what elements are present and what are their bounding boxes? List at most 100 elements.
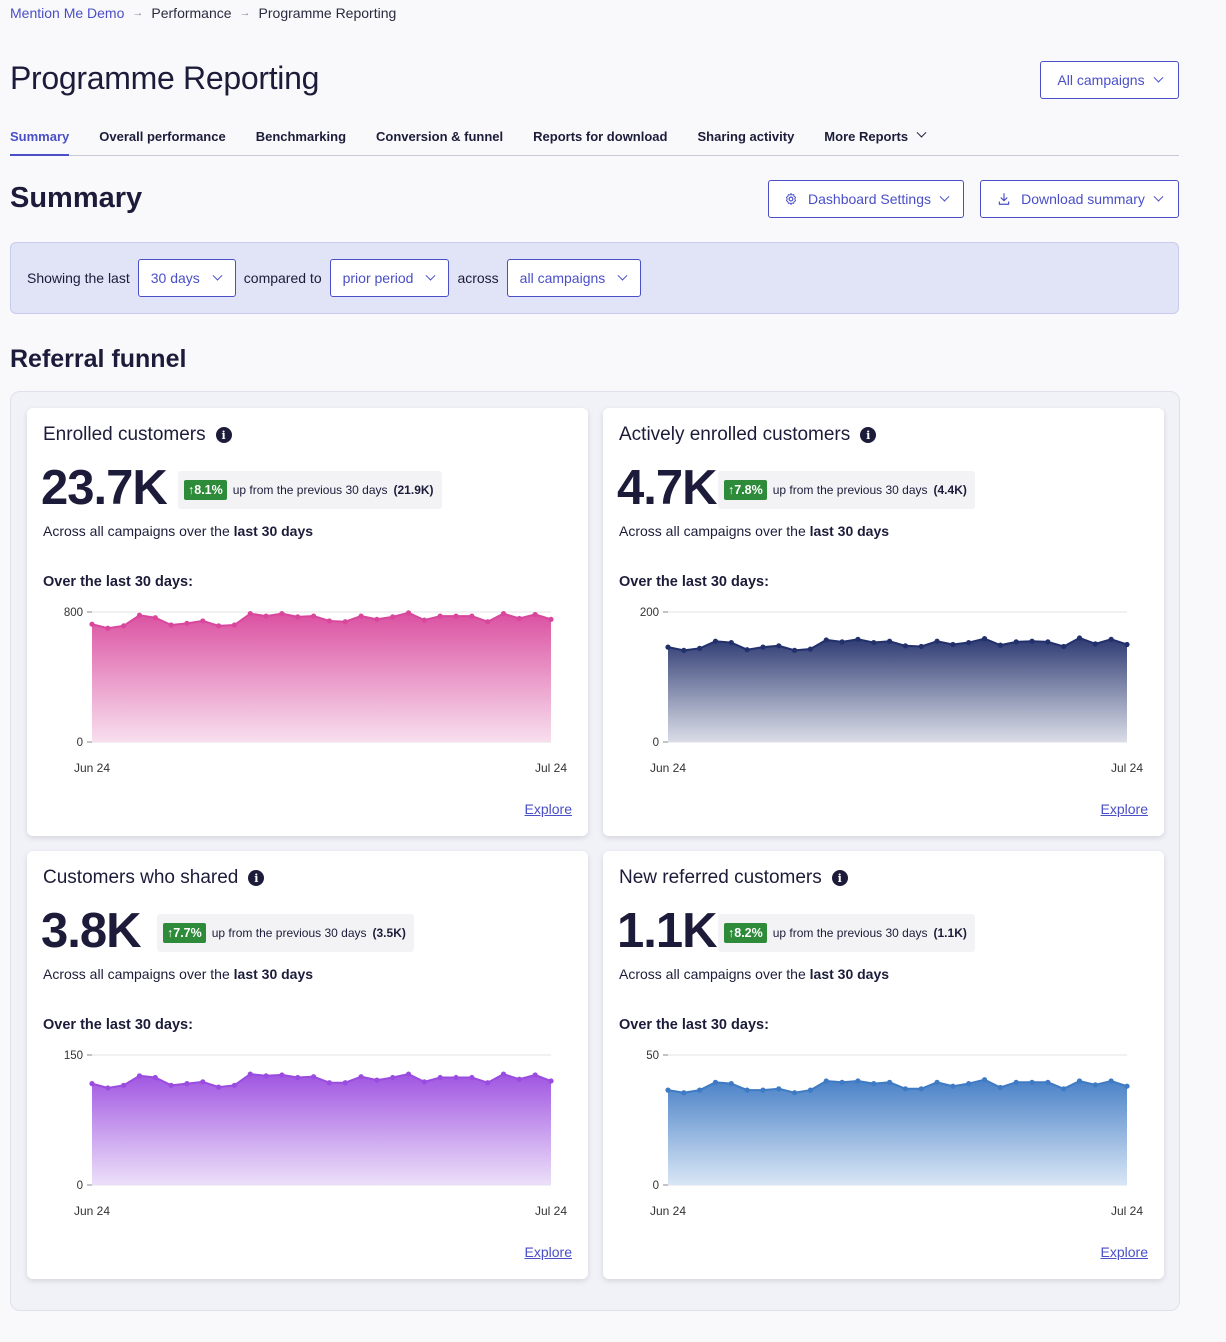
delta-value: 7.8% [734,483,763,497]
info-icon[interactable]: i [860,427,877,443]
data-point [1092,641,1098,647]
data-point [697,645,703,651]
data-point [279,611,285,617]
y-tick-label: 200 [640,607,659,619]
period-select[interactable]: 30 days [137,259,236,297]
page-title: Programme Reporting [10,60,320,96]
data-point [712,1079,719,1085]
data-point [326,618,333,624]
data-point [1061,643,1067,650]
data-point [374,1077,380,1083]
explore-link[interactable]: Explore [1100,801,1148,817]
x-tick-label: Jul 24 [535,1204,567,1218]
data-point [712,638,719,644]
delta-previous-value: (4.4K) [933,483,967,497]
data-point [516,1076,522,1082]
series-area [92,1074,551,1185]
campaigns-select[interactable]: all campaigns [506,259,642,297]
period-select-value: 30 days [150,270,200,286]
metric-card-shared: Customers who shared i 3.8K ↑7.7% up fro… [27,851,588,1279]
data-point [918,1086,924,1092]
metric-value: 23.7K [41,461,168,515]
tab-benchmarking[interactable]: Benchmarking [255,129,347,144]
across-text-bold: last 30 days [809,966,890,982]
tab-overall-performance[interactable]: Overall performance [99,129,226,144]
area-chart: 0 50 Jun 24 Jul 24 [646,1050,1143,1218]
data-point [279,1072,285,1078]
across-text-bold: last 30 days [233,966,314,982]
info-icon[interactable]: i [215,427,232,443]
data-point [966,1081,972,1087]
area-chart: 0 200 Jun 24 Jul 24 [640,607,1144,775]
comparison-select[interactable]: prior period [329,259,450,297]
y-tick-label: 50 [646,1050,659,1062]
data-point [839,1079,845,1085]
breadcrumb-link-parent[interactable]: Performance [151,5,232,21]
filter-bar: Showing the last 30 days compared to pri… [10,242,1179,314]
data-point [934,638,940,644]
data-point [168,1082,174,1088]
summary-title: Summary [10,182,143,214]
info-icon[interactable]: i [831,870,848,886]
data-point [855,1078,861,1084]
campaign-select-label: All campaigns [1057,72,1145,88]
data-point [168,622,174,628]
campaign-select[interactable]: All campaigns [1040,61,1179,99]
data-point [89,621,95,627]
data-point [681,1090,687,1096]
x-tick-label: Jun 24 [74,1204,110,1218]
across-text: Across all campaigns over the last 30 da… [43,966,313,982]
data-point [216,623,222,629]
data-point [485,619,491,625]
tab-more-reports[interactable]: More Reports [824,124,927,155]
data-point [548,1078,554,1084]
data-point [697,1087,703,1093]
data-point [1013,1079,1019,1085]
chevron-down-icon [1153,191,1164,202]
chevron-down-icon [212,270,223,281]
data-point [1061,1086,1067,1092]
dashboard-settings-label: Dashboard Settings [808,191,931,207]
data-point [342,619,348,625]
data-point [390,614,396,620]
data-point [263,613,269,619]
data-point [728,639,734,646]
data-point [665,1087,671,1093]
dashboard-settings-button[interactable]: Dashboard Settings [768,180,964,218]
data-point [665,644,671,650]
tab-sharing-activity[interactable]: Sharing activity [697,129,795,144]
data-point [681,647,687,653]
delta-value: 8.2% [734,926,763,940]
y-tick-label: 150 [64,1050,83,1062]
data-point [902,643,909,649]
arrow-right-icon: → [239,7,251,19]
arrow-right-icon: → [132,7,144,19]
data-point [760,644,766,650]
data-point [1013,639,1019,645]
download-summary-button[interactable]: Download summary [980,180,1179,218]
across-text-main: Across all campaigns over the [619,523,806,539]
tab-conversion-funnel[interactable]: Conversion & funnel [376,129,504,144]
tab-summary[interactable]: Summary [10,124,70,156]
data-point [405,1071,412,1077]
explore-link[interactable]: Explore [524,801,572,817]
data-point [405,610,412,616]
metric-value: 4.7K [617,461,718,515]
data-point [295,1074,301,1081]
explore-link[interactable]: Explore [1100,1244,1148,1260]
tab-reports-for-download[interactable]: Reports for download [533,129,668,144]
card-title: Actively enrolled customers i [619,424,877,446]
series-area [92,612,551,742]
card-title-text: Actively enrolled customers [619,424,851,445]
card-title: Enrolled customers i [43,424,232,446]
info-icon[interactable]: i [248,870,265,886]
across-text-main: Across all campaigns over the [43,523,230,539]
data-point [792,647,798,653]
explore-link[interactable]: Explore [524,1244,572,1260]
data-point [918,643,924,650]
data-point [295,614,301,620]
breadcrumb-link-root[interactable]: Mention Me Demo [10,5,125,21]
metric-card-enrolled: Enrolled customers i 23.7K ↑8.1% up from… [27,408,588,836]
data-point [421,1079,427,1085]
arrow-up-icon: ↑ [167,926,174,940]
